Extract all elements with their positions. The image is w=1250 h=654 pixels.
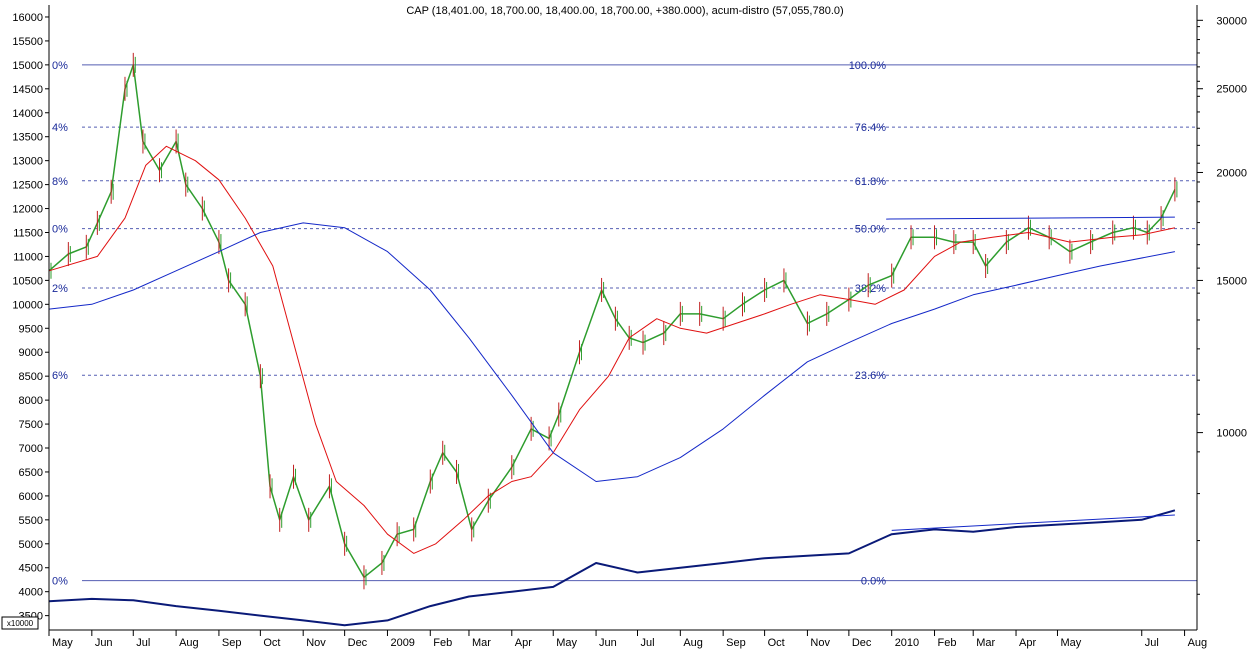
x-tick-label: Apr [1019, 637, 1036, 649]
x-tick-label: Jul [1145, 637, 1159, 649]
x-tick-label: 2010 [895, 637, 919, 649]
chart-title: CAP (18,401.00, 18,700.00, 18,400.00, 18… [406, 5, 843, 17]
fibonacci-grid: 100.0%0%76.4%4%61.8%8%50.0%0%38.2%2%23.6… [52, 60, 1197, 588]
left-tick-label: 4000 [19, 587, 43, 599]
x-tick-label: Mar [976, 637, 995, 649]
left-tick-label: 14000 [12, 108, 43, 120]
x-axis: May Jun Jul Aug Sep Oct Nov Dec 2009 Feb Mar Apr May… [48, 630, 1208, 649]
left-tick-label: 11500 [13, 227, 43, 239]
left-tick-label: 13000 [12, 156, 43, 168]
right-axis: 10000 15000 20000 25000 30000 [1197, 15, 1247, 595]
x-tick-label: 2009 [390, 637, 414, 649]
x-tick-label: May [1060, 637, 1081, 649]
left-tick-label: 10000 [12, 299, 43, 311]
left-tick-label: 15000 [12, 60, 43, 72]
fib-left-label: 8% [52, 176, 68, 188]
left-tick-label: 15500 [12, 36, 43, 48]
fib-left-label: 6% [52, 370, 68, 382]
x-tick-label: Dec [348, 637, 368, 649]
x-tick-label: Oct [768, 637, 785, 649]
plot-area [49, 5, 1197, 625]
x-tick-label: Apr [515, 637, 532, 649]
x-tick-label: Sep [726, 637, 746, 649]
left-tick-label: 13500 [12, 132, 43, 144]
x-tick-label: Sep [222, 637, 242, 649]
x-tick-label: Feb [433, 637, 452, 649]
multiplier-label: x10000 [7, 619, 34, 628]
fib-label: 50.0% [855, 224, 886, 236]
trendline [891, 514, 1175, 531]
left-tick-label: 6500 [19, 467, 43, 479]
left-tick-label: 5000 [19, 539, 43, 551]
series-accumulation-distribution [48, 509, 1176, 627]
left-tick-label: 7500 [19, 419, 43, 431]
left-tick-label: 9000 [19, 347, 43, 359]
right-tick-label: 15000 [1216, 275, 1247, 287]
trendline [886, 216, 1175, 220]
x-tick-label: May [52, 637, 73, 649]
x-tick-label: Nov [810, 637, 830, 649]
left-tick-label: 8000 [19, 395, 43, 407]
multiplier-box [1, 616, 39, 630]
fib-left-label: 0% [52, 224, 68, 236]
series-moving-average-short [48, 145, 1176, 554]
fib-left-label: 2% [52, 283, 68, 295]
x-tick-label: Jul [641, 637, 655, 649]
left-tick-label: 14500 [12, 84, 43, 96]
left-tick-label: 12000 [12, 204, 43, 216]
x-tick-label: Aug [683, 637, 703, 649]
fib-left-label: 4% [52, 122, 68, 134]
fib-label: 23.6% [855, 370, 886, 382]
right-tick-label: 20000 [1216, 167, 1247, 179]
x-tick-label: Nov [306, 637, 326, 649]
right-tick-label: 30000 [1216, 15, 1247, 27]
fib-label: 76.4% [855, 122, 886, 134]
fib-label: 61.8% [855, 176, 886, 188]
fib-left-label: 0% [52, 576, 68, 588]
left-tick-label: 8500 [19, 371, 43, 383]
left-tick-label: 4500 [19, 563, 43, 575]
fib-label: 100.0% [849, 60, 887, 72]
left-tick-label: 10500 [12, 275, 43, 287]
left-tick-label: 9500 [19, 323, 43, 335]
left-tick-label: 11000 [13, 251, 43, 263]
left-tick-label: 16000 [12, 12, 43, 24]
x-tick-label: Oct [263, 637, 280, 649]
x-tick-label: Aug [1188, 637, 1208, 649]
x-tick-label: Aug [179, 637, 199, 649]
x-tick-label: Jun [95, 637, 113, 649]
x-tick-label: Feb [938, 637, 957, 649]
series-layer [48, 52, 1178, 627]
right-tick-label: 25000 [1216, 84, 1247, 96]
x-tick-label: May [556, 637, 577, 649]
fib-label: 0.0% [861, 576, 886, 588]
left-tick-label: 7000 [19, 443, 43, 455]
fib-left-label: 0% [52, 60, 68, 72]
x-tick-label: Jul [136, 637, 150, 649]
series-moving-average-long [48, 222, 1175, 482]
left-axis: 3500400045005000550060006500700075008000… [12, 12, 49, 623]
left-tick-label: 6000 [19, 491, 43, 503]
right-tick-label: 10000 [1216, 428, 1247, 440]
x-tick-label: Dec [852, 637, 872, 649]
left-tick-label: 12500 [12, 180, 43, 192]
left-tick-label: 5500 [19, 515, 43, 527]
x-tick-label: Mar [472, 637, 491, 649]
x-tick-label: Jun [599, 637, 617, 649]
